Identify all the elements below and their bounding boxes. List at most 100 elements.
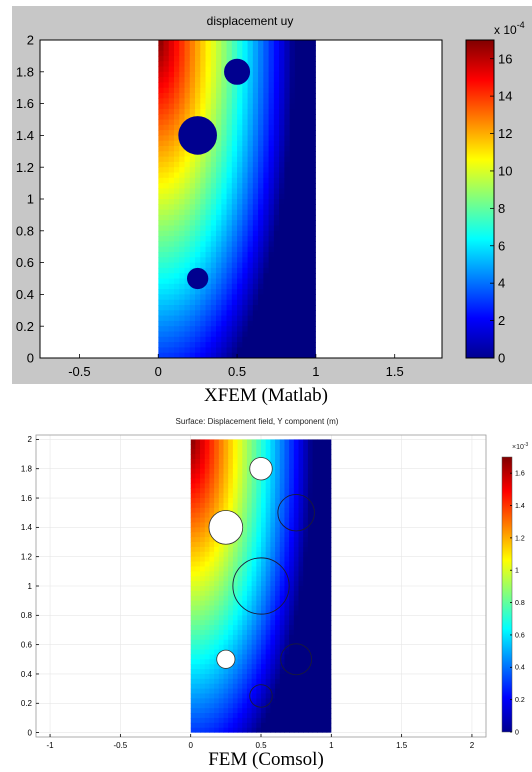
xfem-field-cell: [231, 156, 238, 163]
xfem-field-cell: [300, 326, 306, 333]
xfem-field-cell: [189, 183, 196, 189]
fem-field-cell: [293, 664, 300, 670]
fem-field-cell: [279, 449, 286, 455]
fem-field-cell: [242, 634, 248, 641]
xfem-field-cell: [200, 71, 207, 78]
xfem-field-cell: [263, 98, 270, 105]
fem-field-cell: [251, 493, 257, 499]
xfem-field-cell: [300, 151, 306, 158]
fem-field-cell: [251, 566, 257, 572]
xfem-field-cell: [158, 278, 165, 285]
fem-field-cell: [270, 498, 276, 504]
xfem-field-cell: [247, 294, 254, 301]
xfem-field-cell: [279, 352, 285, 358]
xfem-field-cell: [174, 108, 180, 115]
fem-field-cell: [237, 483, 243, 489]
xfem-field-cell: [305, 252, 312, 258]
xfem-field-cell: [200, 236, 207, 242]
xfem-field-cell: [252, 199, 259, 205]
xfem-field-cell: [284, 124, 291, 131]
fem-field-cell: [270, 532, 276, 538]
xfem-field-cell: [210, 172, 217, 179]
xfem-field-cell: [221, 305, 228, 311]
xfem-field-cell: [231, 167, 238, 174]
fem-colorbar-multiplier: ×10-3: [512, 442, 529, 451]
xfem-field-cell: [258, 283, 264, 290]
xfem-field-cell: [179, 299, 186, 306]
fem-field-cell: [223, 493, 229, 499]
xfem-field-cell: [168, 347, 175, 354]
fem-field-cell: [284, 458, 290, 465]
fem-field-cell: [284, 678, 290, 685]
fem-field-cell: [190, 586, 196, 592]
xfem-field-cell: [294, 347, 301, 354]
fem-field-cell: [289, 551, 295, 558]
xfem-field-cell: [252, 230, 259, 237]
xfem-field-cell: [310, 326, 316, 333]
xfem-field-cell: [252, 342, 259, 348]
fem-field-cell: [218, 458, 225, 465]
fem-field-cell: [190, 629, 196, 636]
fem-field-cell: [326, 546, 332, 553]
fem-field-cell: [293, 566, 300, 572]
fem-field-cell: [232, 586, 239, 592]
xfem-field-cell: [305, 119, 312, 126]
xfem-field-cell: [158, 273, 165, 280]
fem-field-cell: [312, 546, 318, 553]
xfem-y-tick-label: 1.6: [16, 96, 34, 111]
xfem-field-cell: [200, 61, 207, 68]
fem-field-cell: [270, 615, 276, 621]
xfem-field-cell: [195, 262, 201, 269]
fem-field-cell: [209, 600, 215, 607]
fem-field-cell: [204, 439, 211, 445]
xfem-field-cell: [179, 108, 186, 115]
xfem-field-cell: [289, 177, 296, 184]
fem-field-cell: [251, 639, 257, 646]
fem-field-cell: [228, 605, 234, 612]
fem-field-cell: [190, 717, 196, 724]
fem-field-cell: [317, 595, 323, 602]
xfem-field-cell: [226, 156, 233, 163]
fem-field-cell: [293, 473, 300, 480]
fem-field-cell: [321, 649, 328, 656]
xfem-field-cell: [184, 342, 191, 348]
fem-field-cell: [218, 625, 225, 631]
fem-field-cell: [279, 556, 286, 563]
xfem-field-cell: [189, 236, 196, 242]
xfem-field-cell: [289, 50, 296, 57]
fem-field-cell: [204, 683, 211, 690]
fem-field-cell: [307, 649, 314, 656]
xfem-field-cell: [284, 130, 291, 136]
fem-field-cell: [232, 473, 239, 480]
xfem-field-cell: [205, 289, 212, 295]
fem-field-cell: [209, 654, 215, 660]
fem-field-cell: [303, 488, 309, 494]
xfem-field-cell: [195, 199, 201, 205]
xfem-field-cell: [179, 220, 186, 227]
fem-field-cell: [261, 537, 267, 543]
xfem-field-cell: [216, 214, 222, 221]
fem-field-cell: [228, 693, 234, 699]
fem-field-cell: [298, 454, 304, 460]
xfem-field-cell: [184, 352, 191, 358]
fem-field-cell: [242, 566, 248, 572]
xfem-field-cell: [216, 342, 222, 348]
xfem-field-cell: [289, 61, 296, 68]
fem-field-cell: [190, 488, 196, 494]
xfem-field-cell: [268, 342, 275, 348]
fem-field-cell: [246, 698, 253, 704]
xfem-field-cell: [200, 161, 207, 168]
fem-field-cell: [317, 722, 323, 729]
xfem-field-cell: [205, 82, 212, 89]
fem-field-cell: [214, 595, 220, 602]
fem-field-cell: [270, 576, 276, 582]
fem-field-cell: [275, 649, 281, 656]
xfem-field-cell: [242, 230, 249, 237]
xfem-field-cell: [163, 151, 170, 158]
fem-field-cell: [242, 669, 248, 675]
xfem-field-cell: [184, 220, 191, 227]
xfem-field-cell: [184, 172, 191, 179]
xfem-field-cell: [289, 342, 296, 348]
fem-field-cell: [237, 713, 243, 719]
xfem-field-cell: [189, 289, 196, 295]
